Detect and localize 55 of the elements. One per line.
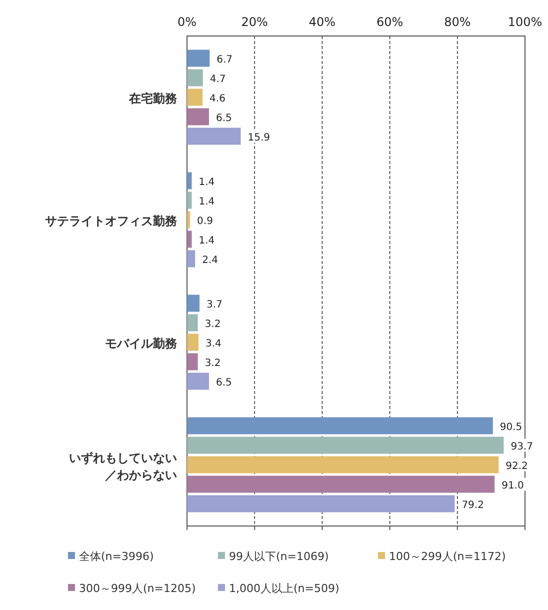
bar [187, 108, 209, 126]
bar [187, 456, 499, 474]
data-label: 6.5 [216, 112, 232, 124]
bar [187, 353, 198, 370]
data-label: 4.6 [210, 93, 226, 104]
data-label: 1.4 [198, 235, 215, 246]
bar [187, 314, 198, 332]
bar [187, 69, 203, 86]
data-label: 15.9 [248, 132, 270, 144]
bar [187, 88, 203, 106]
data-label: 91.0 [502, 480, 524, 492]
data-label: 92.2 [506, 460, 528, 472]
data-label: 0.9 [197, 216, 213, 227]
bar [187, 230, 192, 248]
data-label: 3.2 [204, 318, 221, 330]
bar [187, 192, 192, 209]
bar [187, 372, 209, 390]
bar [187, 417, 493, 434]
data-label: 90.5 [500, 422, 522, 433]
x-tick-label: 20% [241, 15, 268, 29]
bar [187, 476, 495, 493]
x-tick-label: 0% [177, 15, 197, 29]
y-tick-label: モバイル勤務 [105, 336, 178, 350]
data-label: 6.7 [216, 54, 233, 66]
legend-label: 100～299人(n=1172) [389, 550, 506, 563]
bar [187, 211, 190, 228]
x-tick-label: 60% [376, 15, 404, 29]
x-tick-label: 80% [444, 15, 471, 29]
bar [187, 50, 210, 67]
data-label: 1.4 [198, 176, 215, 188]
data-label: 2.4 [202, 254, 218, 266]
x-tick-label: 100% [508, 15, 542, 29]
data-label: 79.2 [462, 500, 484, 511]
data-label: 3.4 [205, 338, 222, 350]
data-label: 4.7 [210, 74, 226, 85]
data-label: 3.7 [206, 299, 222, 310]
data-label: 93.7 [510, 441, 533, 452]
data-label: 1.4 [198, 196, 215, 208]
y-tick-label: いずれもしていない／わからない [69, 450, 177, 482]
bar [187, 250, 196, 268]
y-tick-label: 在宅勤務 [128, 91, 178, 106]
data-label: 3.2 [204, 358, 221, 369]
data-label: 6.5 [216, 377, 232, 388]
bar [187, 334, 198, 351]
legend-label: 300～999人(n=1205) [79, 582, 196, 595]
bar [187, 128, 241, 145]
legend-label: 99人以下(n=1069) [229, 550, 329, 563]
y-tick-label: サテライトオフィス勤務 [45, 214, 178, 228]
bar [187, 436, 504, 454]
bar [187, 294, 200, 312]
legend-label: 全体(n=3996) [79, 550, 154, 563]
legend-label: 1,000人以上(n=509) [229, 582, 340, 595]
bar [187, 495, 455, 512]
bar [187, 172, 192, 190]
x-tick-label: 40% [308, 15, 336, 29]
